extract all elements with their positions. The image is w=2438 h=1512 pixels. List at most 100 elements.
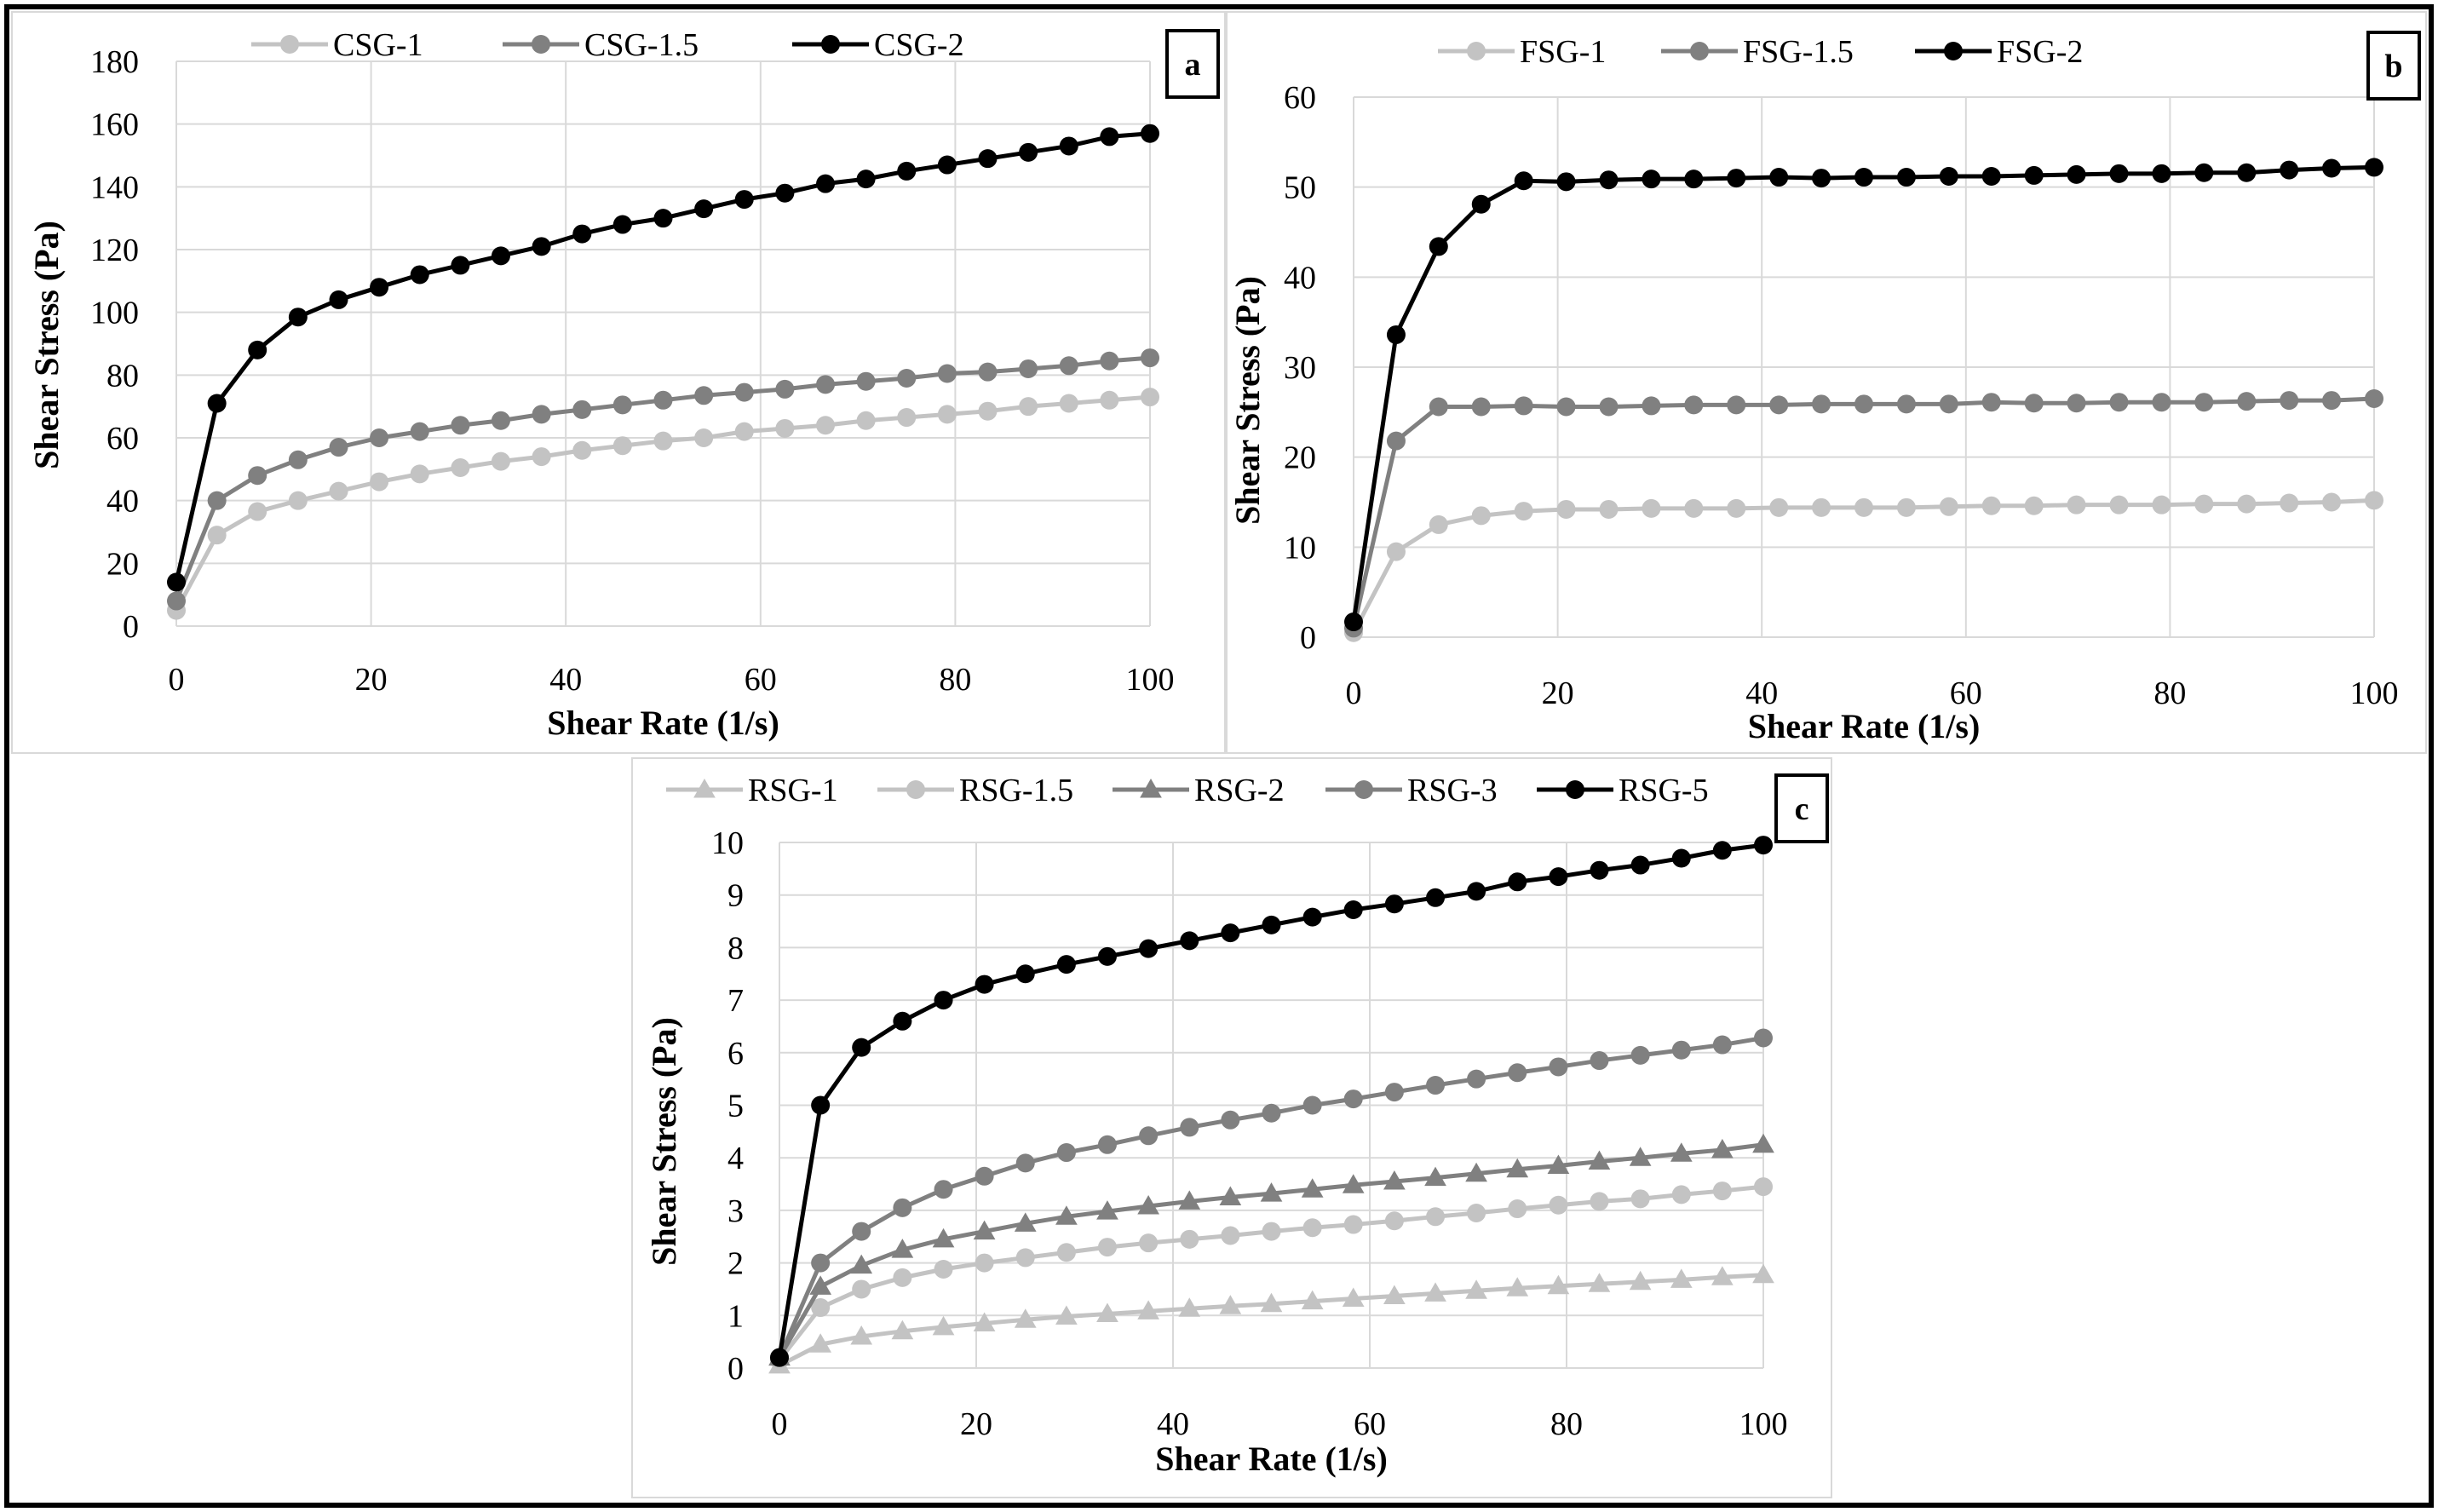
legend-entry: CSG-2 [792, 27, 964, 63]
data-point [770, 1348, 789, 1367]
legend-entry: FSG-2 [1915, 34, 2083, 70]
data-point [1386, 542, 1406, 561]
data-point [329, 481, 348, 501]
data-point [1769, 168, 1789, 187]
data-point [811, 1298, 831, 1318]
data-point [852, 1038, 871, 1057]
data-point [1549, 867, 1568, 887]
series-rsg-2 [768, 1133, 1774, 1366]
panel-b-border [1226, 11, 2427, 754]
y-tick-label: 8 [727, 930, 744, 966]
data-point [2365, 158, 2383, 177]
chart-a: 0 20 40 60 80 100 0 20 40 60 80 100 120 140 160 180 Shea… [27, 27, 1220, 742]
data-point [1514, 171, 1533, 191]
data-point [1642, 396, 1661, 416]
x-axis-title: Shear Rate (1/s) [1155, 1440, 1388, 1478]
data-point [1424, 1282, 1446, 1302]
data-point [2152, 495, 2171, 515]
data-point [1599, 397, 1619, 417]
data-point [694, 199, 714, 219]
data-point [932, 1315, 955, 1336]
data-point [2237, 163, 2257, 182]
data-point [1556, 499, 1576, 519]
y-tick-label: 2 [727, 1246, 744, 1282]
data-point [856, 371, 876, 391]
y-tick-label: 7 [727, 983, 744, 1019]
data-point [572, 224, 592, 244]
data-point [1854, 394, 1873, 414]
data-point [937, 155, 957, 175]
data-point [978, 401, 998, 421]
data-point [1711, 1138, 1734, 1158]
data-point [1727, 395, 1746, 415]
data-point [893, 1198, 912, 1217]
data-point [1939, 497, 1958, 516]
data-point [1629, 1270, 1652, 1291]
data-point [1508, 872, 1527, 892]
data-point [811, 1253, 831, 1273]
legend-label: CSG-1.5 [584, 27, 699, 63]
data-point [532, 405, 551, 424]
data-point [1014, 1308, 1037, 1328]
y-tick-label: 160 [90, 107, 139, 143]
y-tick-label: 1 [727, 1298, 744, 1334]
data-point [1343, 1089, 1363, 1109]
legend-marker [906, 780, 925, 799]
legend-label: RSG-3 [1407, 773, 1498, 808]
data-point [856, 170, 876, 189]
legend-label: CSG-2 [874, 27, 964, 63]
data-point [1812, 394, 1831, 414]
data-point [1549, 1057, 1568, 1077]
data-point [1383, 1285, 1406, 1304]
data-point [1221, 923, 1240, 943]
data-point [1386, 431, 1406, 451]
data-point [809, 1275, 832, 1295]
data-point [1262, 1222, 1281, 1241]
x-tick-label: 20 [960, 1406, 992, 1442]
data-point [1769, 395, 1789, 415]
data-point [532, 237, 551, 256]
data-point [1100, 351, 1119, 371]
data-point [809, 1333, 832, 1353]
data-point [816, 416, 836, 435]
data-point [2152, 164, 2171, 183]
data-point [1344, 612, 1363, 632]
data-point [572, 440, 592, 460]
x-tick-label: 40 [1157, 1406, 1189, 1442]
data-point [1343, 1215, 1363, 1234]
data-point [1262, 1103, 1281, 1123]
legend-label: RSG-2 [1194, 773, 1285, 808]
legend-entry: FSG-1 [1438, 34, 1606, 70]
data-point [612, 395, 632, 415]
y-tick-label: 10 [1284, 530, 1316, 566]
data-point [1854, 168, 1873, 187]
data-point [329, 290, 348, 309]
data-point [2237, 392, 2257, 411]
legend-entry: CSG-1.5 [503, 27, 699, 63]
panel-a-border [11, 11, 1226, 754]
data-point [1752, 1263, 1774, 1284]
data-point [1465, 1279, 1487, 1299]
data-point [934, 1180, 953, 1199]
y-tick-label: 30 [1284, 350, 1316, 386]
data-point [2024, 165, 2044, 185]
data-point [978, 362, 998, 382]
data-point [2024, 394, 2044, 413]
data-point [1684, 170, 1704, 189]
y-tick-label: 0 [727, 1351, 744, 1387]
data-point [1727, 169, 1746, 188]
data-point [1670, 1142, 1693, 1162]
data-point [167, 591, 186, 611]
data-point [1180, 931, 1199, 951]
x-tick-label: 0 [772, 1406, 788, 1442]
data-point [1260, 1182, 1283, 1202]
data-point [1752, 1133, 1774, 1153]
data-point [1139, 939, 1159, 958]
data-point [1508, 1199, 1527, 1219]
x-tick-label: 20 [355, 662, 388, 698]
data-point [1429, 515, 1448, 534]
panel-label-box [1774, 773, 1829, 843]
legend-label: FSG-1 [1520, 34, 1606, 70]
data-point [410, 464, 429, 484]
panel-label-box [2366, 31, 2421, 101]
